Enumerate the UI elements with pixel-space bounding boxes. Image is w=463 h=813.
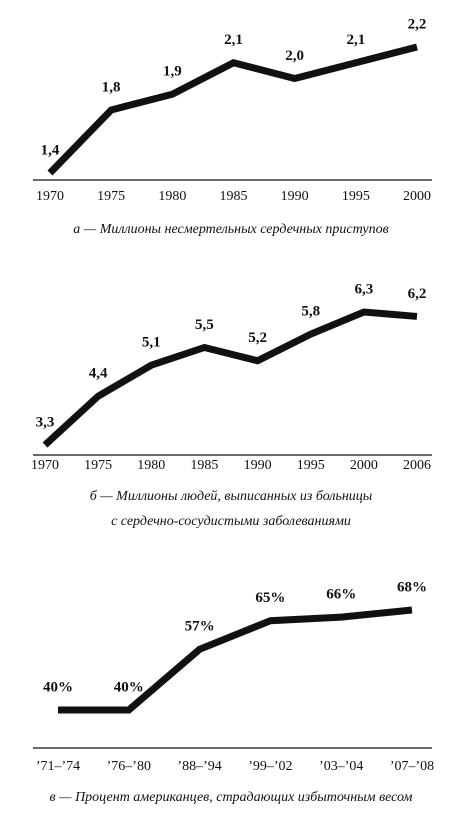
value-label: 5,2 [248,330,267,346]
x-tick-label: ’03–’04 [319,759,363,774]
x-tick-label: 1970 [36,189,64,204]
value-label: 5,5 [195,317,214,333]
caption: в — Процент американцев, страдающих избы… [50,790,413,805]
x-tick-label: 1995 [297,458,325,473]
value-label: 2,1 [346,32,365,48]
x-tick-label: 1975 [97,189,125,204]
data-line [58,606,413,714]
value-label: 40% [114,679,144,695]
value-label: 4,4 [89,366,108,382]
x-tick-label: 1990 [244,458,272,473]
value-label: 5,1 [142,335,161,351]
value-label: 66% [326,587,356,603]
x-tick-label: ’76–’80 [107,759,151,774]
value-label: 5,8 [301,304,320,320]
value-label: 6,3 [354,281,373,297]
x-tick-label: 1980 [137,458,165,473]
caption: с сердечно-сосудистыми заболеваниями [111,514,351,529]
value-label: 1,8 [102,79,121,95]
x-tick-label: 1970 [31,458,59,473]
x-tick-label: 1985 [190,458,218,473]
value-label: 2,2 [408,16,427,32]
x-tick-label: 1980 [158,189,186,204]
caption: б — Миллионы людей, выписанных из больни… [90,489,373,504]
x-tick-label: 1975 [84,458,112,473]
x-tick-label: 2000 [403,189,431,204]
value-label: 1,4 [41,142,60,158]
value-label: 2,1 [224,32,243,48]
value-label: 1,9 [163,64,182,80]
value-label: 40% [43,679,73,695]
x-tick-label: 1985 [220,189,248,204]
x-tick-label: ’99–’02 [248,759,292,774]
value-label: 65% [255,590,285,606]
x-tick-label: 2000 [350,458,378,473]
x-tick-label: ’88–’94 [177,759,221,774]
x-tick-label: 1990 [281,189,309,204]
value-label: 57% [185,619,215,635]
caption: а — Миллионы несмертельных сердечных при… [73,222,388,237]
value-label: 6,2 [408,286,427,302]
x-tick-label: 1995 [342,189,370,204]
data-line [47,43,418,176]
x-tick-label: ’71–’74 [36,759,80,774]
value-label: 3,3 [36,414,55,430]
data-line [42,308,418,448]
x-tick-label: 2006 [403,458,431,473]
value-label: 2,0 [285,48,304,64]
x-tick-label: ’07–’08 [390,759,434,774]
value-label: 68% [397,579,427,595]
